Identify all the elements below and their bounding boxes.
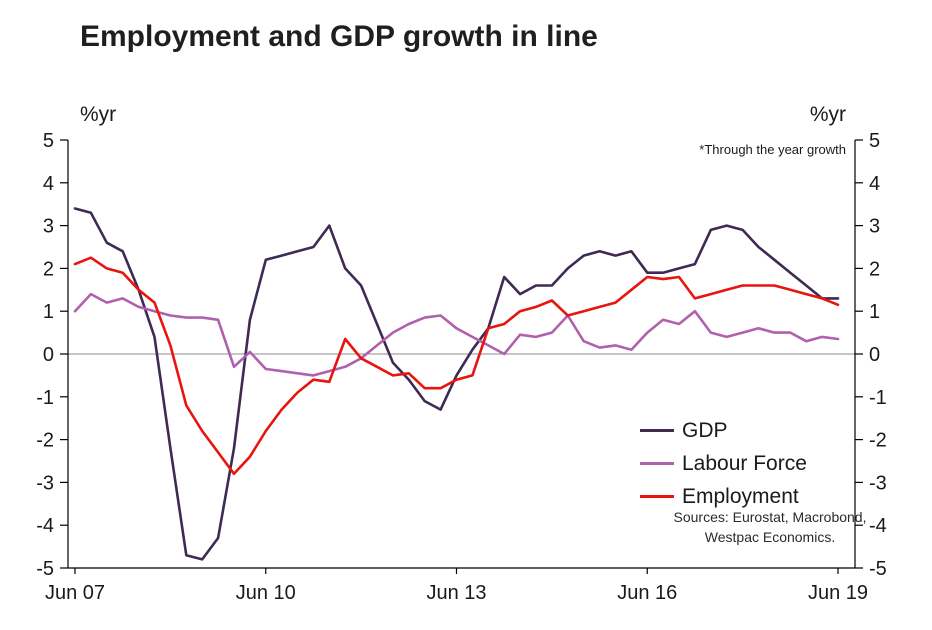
legend-label-gdp: GDP <box>682 418 728 442</box>
svg-text:-5: -5 <box>36 558 54 580</box>
sources-line-1: Sources: Eurostat, Macrobond, <box>673 509 867 525</box>
y-axis-unit-left: %yr <box>80 103 117 126</box>
svg-text:3: 3 <box>43 216 54 238</box>
svg-text:-1: -1 <box>869 387 887 409</box>
sources-line-2: Westpac Economics. <box>704 529 836 545</box>
svg-text:2: 2 <box>869 258 880 280</box>
svg-text:Jun 13: Jun 13 <box>426 582 486 604</box>
legend-item-employment: Employment <box>640 480 807 513</box>
chart-legend: GDP Labour Force Employment <box>640 414 807 513</box>
svg-text:3: 3 <box>869 216 880 238</box>
svg-text:Jun 19: Jun 19 <box>808 582 868 604</box>
svg-text:-2: -2 <box>869 430 887 452</box>
svg-text:1: 1 <box>869 301 880 323</box>
legend-label-employment: Employment <box>682 484 799 508</box>
svg-text:Jun 07: Jun 07 <box>45 582 105 604</box>
legend-line-swatch-gdp <box>640 429 674 432</box>
svg-text:0: 0 <box>43 344 54 366</box>
chart-annotation: *Through the year growth <box>699 142 846 157</box>
svg-text:-3: -3 <box>36 472 54 494</box>
legend-item-gdp: GDP <box>640 414 807 447</box>
svg-text:0: 0 <box>869 344 880 366</box>
legend-item-labour-force: Labour Force <box>640 447 807 480</box>
svg-text:-5: -5 <box>869 558 887 580</box>
legend-label-labour-force: Labour Force <box>682 451 807 475</box>
svg-text:4: 4 <box>43 173 54 195</box>
svg-text:1: 1 <box>43 301 54 323</box>
legend-line-swatch-labour-force <box>640 462 674 465</box>
y-axis-unit-right: %yr <box>809 103 846 126</box>
svg-text:-4: -4 <box>869 515 887 537</box>
svg-text:4: 4 <box>869 173 880 195</box>
svg-text:Jun 10: Jun 10 <box>236 582 296 604</box>
svg-text:5: 5 <box>43 130 54 152</box>
legend-line-swatch-employment <box>640 495 674 498</box>
svg-text:-1: -1 <box>36 387 54 409</box>
sources-note: Sources: Eurostat, Macrobond, Westpac Ec… <box>640 507 900 547</box>
svg-text:2: 2 <box>43 258 54 280</box>
svg-text:-4: -4 <box>36 515 54 537</box>
page-title: Employment and GDP growth in line <box>80 20 598 53</box>
svg-text:-2: -2 <box>36 430 54 452</box>
svg-text:-3: -3 <box>869 472 887 494</box>
svg-text:Jun 16: Jun 16 <box>617 582 677 604</box>
svg-text:5: 5 <box>869 130 880 152</box>
